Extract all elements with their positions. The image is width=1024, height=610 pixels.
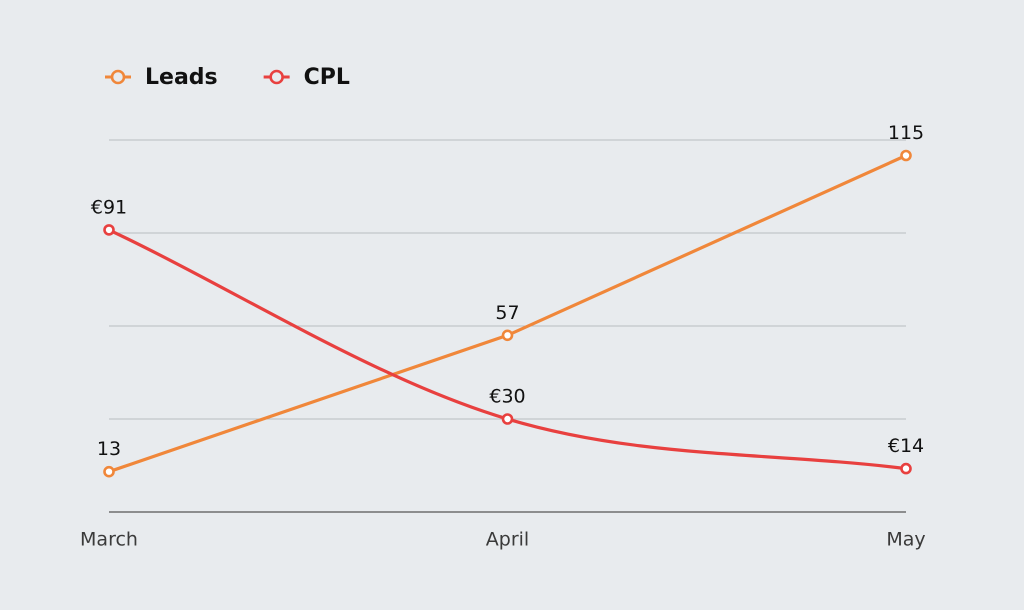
point: [103, 465, 115, 478]
point: [900, 462, 912, 475]
value-label: 57: [495, 302, 519, 324]
value-label: €30: [489, 386, 525, 408]
legend-label: Leads: [145, 65, 218, 90]
legend-marker: [110, 69, 126, 85]
point: [103, 224, 115, 236]
point: [501, 329, 514, 342]
value-label: €91: [91, 196, 127, 218]
legend-marker: [269, 69, 284, 85]
series-line: [108, 228, 907, 471]
value-label: 115: [888, 122, 924, 144]
value-label: €14: [888, 435, 924, 457]
point: [501, 413, 514, 425]
x-tick-label: March: [80, 529, 138, 551]
x-tick-label: May: [886, 529, 925, 551]
point: [900, 149, 912, 162]
legend-label: CPL: [304, 65, 350, 90]
x-tick-label: April: [486, 529, 529, 551]
value-label: 13: [97, 438, 121, 460]
